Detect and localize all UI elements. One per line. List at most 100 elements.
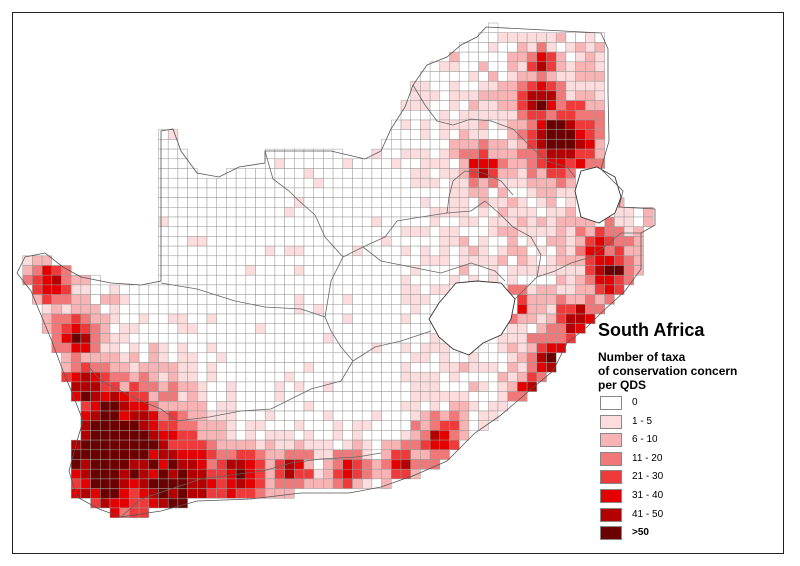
qds-cell xyxy=(546,51,557,63)
qds-cell xyxy=(410,362,421,373)
qds-cell xyxy=(391,274,402,286)
qds-cell xyxy=(497,236,508,247)
qds-cell xyxy=(187,439,198,451)
province-boundary xyxy=(484,200,542,300)
qds-cell xyxy=(478,371,489,383)
qds-cell xyxy=(284,236,295,247)
qds-cell xyxy=(439,371,450,383)
qds-cell xyxy=(381,139,392,150)
qds-cell xyxy=(633,236,644,247)
province-boundary xyxy=(120,452,382,518)
qds-cell xyxy=(264,187,276,198)
qds-cell xyxy=(352,187,363,198)
qds-cell xyxy=(177,352,188,363)
qds-cell xyxy=(352,449,363,460)
qds-cell xyxy=(497,51,508,63)
qds-cell xyxy=(332,468,344,480)
qds-cell xyxy=(109,352,120,363)
qds-cell xyxy=(226,207,237,218)
qds-cell xyxy=(497,207,508,218)
qds-cell xyxy=(526,284,538,295)
qds-cell xyxy=(80,352,91,363)
qds-cell xyxy=(429,294,441,305)
qds-cell xyxy=(226,430,237,441)
qds-cell xyxy=(400,255,411,266)
qds-cell xyxy=(604,236,615,247)
qds-cell xyxy=(294,323,305,334)
qds-cell xyxy=(488,352,499,363)
qds-cell xyxy=(565,323,576,334)
qds-cell xyxy=(468,139,479,150)
qds-cell xyxy=(90,284,101,295)
qds-cell xyxy=(332,391,344,402)
qds-cell xyxy=(235,449,247,460)
qds-cell xyxy=(439,71,450,82)
legend-label: >50 xyxy=(632,527,649,539)
qds-cell xyxy=(332,362,344,373)
qds-cell xyxy=(478,129,489,140)
qds-cell xyxy=(536,71,547,82)
qds-cell xyxy=(555,294,567,305)
qds-cell xyxy=(371,216,382,227)
qds-cell xyxy=(216,255,227,266)
qds-cell xyxy=(352,255,363,266)
qds-cell xyxy=(429,129,441,140)
qds-cell xyxy=(391,449,402,460)
qds-cell xyxy=(575,265,586,276)
qds-cell xyxy=(439,90,450,101)
qds-cell xyxy=(177,245,188,257)
qds-cell xyxy=(478,42,489,53)
qds-cell xyxy=(546,236,557,247)
qds-cell xyxy=(313,352,324,363)
qds-cell xyxy=(507,90,518,101)
qds-cell xyxy=(497,32,508,43)
qds-cell xyxy=(555,80,567,92)
qds-cell xyxy=(197,391,208,402)
qds-cell xyxy=(109,468,120,480)
qds-cell xyxy=(255,352,266,363)
qds-cell xyxy=(536,371,547,383)
qds-cell xyxy=(313,420,324,431)
qds-cell xyxy=(235,420,247,431)
qds-cell xyxy=(90,401,101,412)
qds-cell xyxy=(585,158,596,169)
qds-cell xyxy=(381,207,392,218)
qds-cell xyxy=(555,129,567,140)
qds-cell xyxy=(536,226,547,237)
qds-cell xyxy=(429,371,441,383)
qds-cell xyxy=(400,119,411,130)
qds-cell xyxy=(100,352,111,363)
qds-cell xyxy=(468,158,479,169)
qds-cell xyxy=(264,333,276,344)
qds-cell xyxy=(197,226,208,237)
qds-cell xyxy=(575,304,586,315)
qds-cell xyxy=(148,439,159,451)
qds-cell xyxy=(303,313,314,324)
qds-cell xyxy=(197,177,208,189)
qds-cell xyxy=(109,430,120,441)
qds-cell xyxy=(517,294,528,305)
qds-cell xyxy=(245,333,256,344)
qds-cell xyxy=(352,478,363,489)
qds-cell xyxy=(458,139,470,150)
qds-cell xyxy=(51,265,62,276)
qds-cell xyxy=(255,177,266,189)
qds-cell xyxy=(187,236,198,247)
qds-cell xyxy=(410,294,421,305)
qds-cell xyxy=(391,362,402,373)
qds-cell xyxy=(381,197,392,208)
qds-cell xyxy=(507,352,518,363)
qds-cell xyxy=(429,352,441,363)
qds-cell xyxy=(594,110,605,121)
qds-cell xyxy=(488,207,499,218)
qds-cell xyxy=(468,381,479,392)
qds-cell xyxy=(594,236,605,247)
qds-cell xyxy=(294,158,305,169)
qds-cell xyxy=(400,236,411,247)
qds-cell xyxy=(526,294,538,305)
qds-cell xyxy=(206,459,217,470)
qds-cell xyxy=(177,197,188,208)
qds-cell xyxy=(361,158,373,169)
qds-cell xyxy=(371,197,382,208)
qds-cell xyxy=(90,468,101,480)
